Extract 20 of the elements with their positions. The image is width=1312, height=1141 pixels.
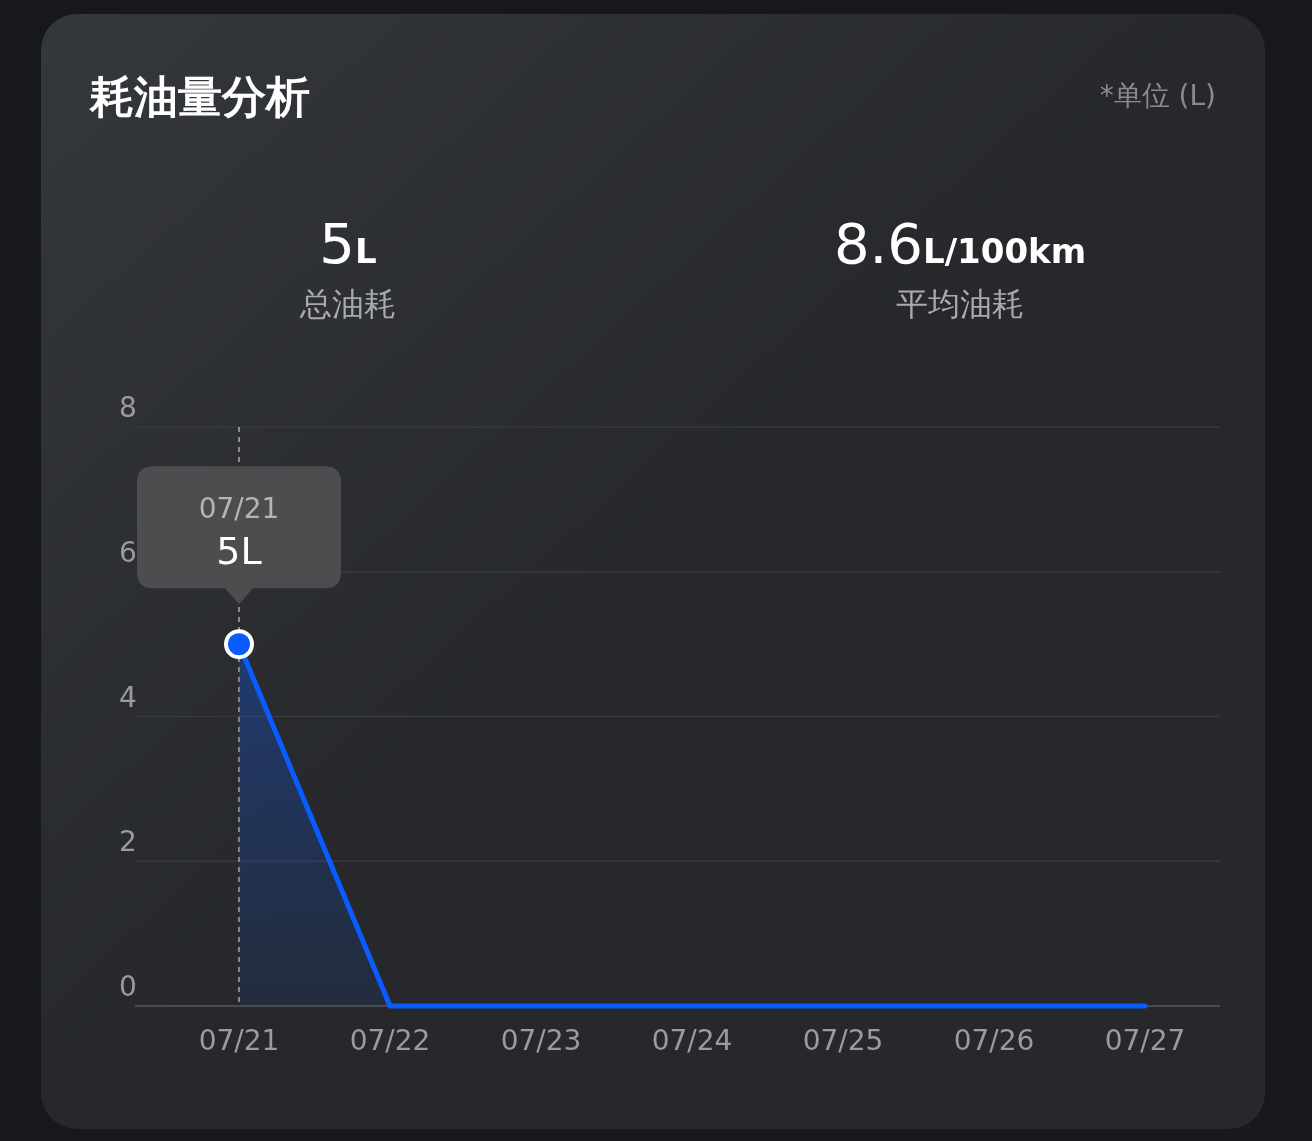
x-tick-label: 07/23 — [500, 1024, 582, 1057]
text: 平均油耗 — [896, 285, 1024, 323]
chart-title: 耗油量分析 — [89, 71, 310, 122]
y-tick-label: 2 — [119, 825, 137, 859]
x-tick-label: 07/27 — [1104, 1024, 1186, 1057]
text: 总油耗 — [299, 285, 396, 323]
x-tick-label: 07/22 — [349, 1024, 431, 1057]
x-tick-label: 07/21 — [198, 1024, 280, 1057]
x-tick-label: 07/25 — [802, 1024, 884, 1057]
text: *单位 (L) — [1099, 79, 1216, 112]
annotation: 5L — [216, 529, 262, 574]
text: 5L — [319, 211, 377, 276]
x-tick-label: 07/26 — [953, 1024, 1035, 1057]
y-tick-label: 4 — [119, 680, 137, 714]
y-tick-label: 6 — [119, 535, 137, 569]
y-tick-label: 8 — [119, 391, 137, 424]
y-tick-label: 0 — [119, 970, 137, 1003]
x-tick-label: 07/24 — [651, 1024, 733, 1057]
text: 8.6L/100km — [833, 211, 1087, 276]
annotation: 07/21 — [198, 492, 280, 526]
